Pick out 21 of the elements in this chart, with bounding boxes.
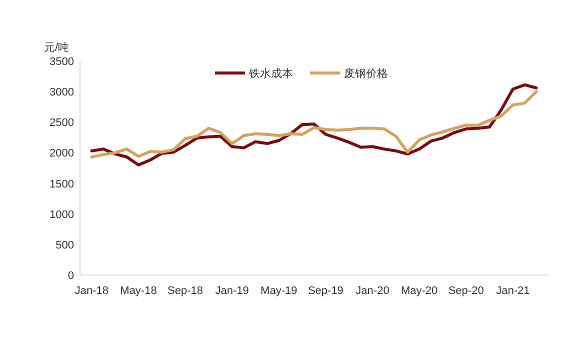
y-tick-label: 0	[68, 270, 74, 282]
y-tick-label: 1500	[50, 178, 74, 190]
x-tick-label: Sep-18	[168, 285, 204, 297]
x-tick-label: May-20	[400, 285, 438, 297]
x-tick-label: Jan-19	[215, 285, 249, 297]
x-tick-label: Sep-20	[448, 285, 484, 297]
y-axis-title: 元/吨	[44, 41, 70, 54]
x-tick-label: Sep-19	[308, 285, 344, 297]
y-tick-label: 500	[56, 239, 74, 252]
legend-label: 废钢价格	[344, 67, 388, 80]
x-tick-label: May-19	[260, 285, 298, 297]
legend-label: 铁水成本	[248, 67, 293, 80]
y-tick-label: 2000	[50, 148, 74, 160]
y-tick-label: 2500	[50, 117, 74, 130]
y-tick-label: 1000	[50, 208, 74, 221]
x-tick-label: May-18	[120, 285, 157, 297]
y-tick-label: 3000	[50, 86, 74, 99]
x-tick-label: Jan-20	[356, 285, 390, 297]
x-tick-label: Jan-18	[74, 285, 109, 297]
y-tick-label: 3500	[50, 56, 74, 68]
x-tick-label: Jan-21	[496, 285, 530, 297]
